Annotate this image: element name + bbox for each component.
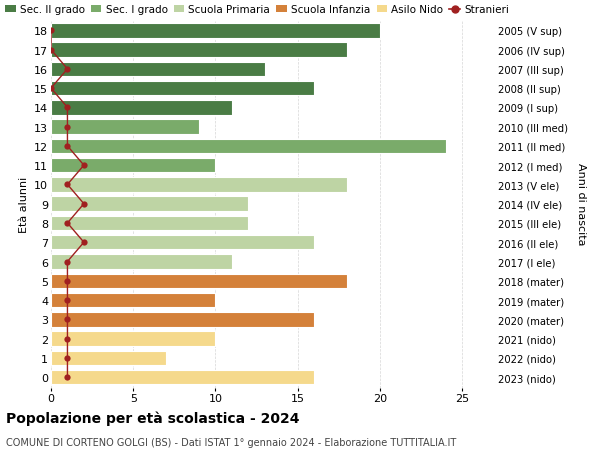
Bar xyxy=(51,62,265,77)
Bar xyxy=(51,313,314,327)
Bar xyxy=(51,313,314,327)
Text: COMUNE DI CORTENO GOLGI (BS) - Dati ISTAT 1° gennaio 2024 - Elaborazione TUTTITA: COMUNE DI CORTENO GOLGI (BS) - Dati ISTA… xyxy=(6,437,456,447)
Bar xyxy=(51,120,199,134)
Bar xyxy=(51,216,248,231)
Bar xyxy=(51,178,347,192)
Y-axis label: Anni di nascita: Anni di nascita xyxy=(576,163,586,246)
Bar xyxy=(51,370,314,385)
Bar xyxy=(51,274,347,288)
Bar xyxy=(51,255,232,269)
Bar xyxy=(51,82,314,96)
Bar xyxy=(51,370,314,385)
Bar xyxy=(51,331,215,346)
Bar xyxy=(51,101,232,115)
Bar xyxy=(51,43,347,58)
Bar xyxy=(51,120,199,134)
Bar xyxy=(51,197,248,212)
Bar xyxy=(51,274,347,288)
Bar xyxy=(51,159,215,173)
Bar xyxy=(51,216,248,231)
Bar xyxy=(51,293,215,308)
Legend: Sec. II grado, Sec. I grado, Scuola Primaria, Scuola Infanzia, Asilo Nido, Stran: Sec. II grado, Sec. I grado, Scuola Prim… xyxy=(5,5,509,15)
Bar xyxy=(51,351,166,365)
Bar xyxy=(51,178,347,192)
Bar xyxy=(51,159,215,173)
Bar xyxy=(51,235,314,250)
Bar xyxy=(51,140,446,154)
Bar xyxy=(51,197,248,212)
Bar xyxy=(51,24,380,39)
Bar xyxy=(51,43,347,58)
Bar xyxy=(51,101,232,115)
Bar xyxy=(51,235,314,250)
Bar xyxy=(51,331,215,346)
Text: Popolazione per età scolastica - 2024: Popolazione per età scolastica - 2024 xyxy=(6,411,299,425)
Bar xyxy=(51,62,265,77)
Bar xyxy=(51,293,215,308)
Y-axis label: Età alunni: Età alunni xyxy=(19,176,29,232)
Bar xyxy=(51,24,380,39)
Bar xyxy=(51,140,446,154)
Bar xyxy=(51,82,314,96)
Bar xyxy=(51,255,232,269)
Bar xyxy=(51,351,166,365)
